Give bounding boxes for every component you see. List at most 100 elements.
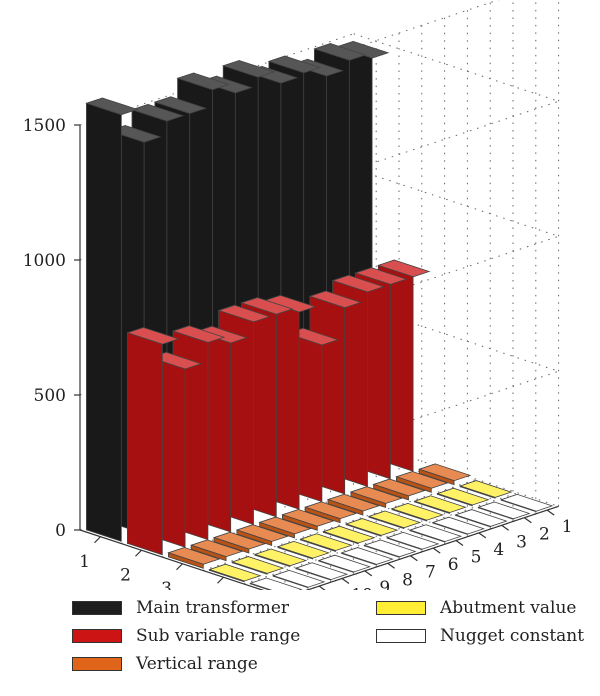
grid-line	[243, 492, 518, 585]
bar	[126, 326, 180, 556]
bar-face-front	[168, 552, 204, 569]
bar	[431, 516, 485, 536]
legend-label: Sub variable range	[136, 626, 301, 646]
bar-face-front	[209, 569, 245, 583]
bar-face-front	[213, 537, 250, 554]
bar	[349, 486, 403, 509]
y-tick-label: 500	[34, 386, 66, 406]
bar	[299, 533, 353, 552]
y-tick-label: 0	[55, 521, 66, 541]
bar	[235, 524, 289, 547]
depth-tick-mark	[546, 509, 555, 516]
depth-tick-mark	[341, 578, 350, 584]
bar	[477, 501, 531, 520]
legend-label: Nugget constant	[440, 626, 585, 646]
bar-face-front	[396, 476, 432, 493]
bar	[326, 493, 381, 516]
bar-face-front	[500, 499, 537, 513]
bar	[276, 540, 330, 560]
legend-swatch	[72, 657, 122, 671]
bar-face-front	[327, 499, 364, 516]
legend-item-vertical-range: Vertical range	[72, 654, 258, 674]
grid-line	[284, 370, 559, 463]
bar	[454, 509, 508, 528]
depth-tick-label: 10	[351, 586, 373, 591]
depth-tick-label: 8	[402, 570, 413, 590]
bar-face-front	[368, 515, 405, 530]
depth-tick-label: 4	[493, 540, 504, 560]
bar	[413, 495, 467, 514]
bar	[322, 525, 376, 545]
depth-tick-label: 1	[562, 517, 573, 537]
bar-face-front	[231, 561, 268, 575]
bar	[208, 563, 262, 583]
bar	[363, 539, 417, 558]
bar	[367, 510, 422, 530]
legend-label: Main transformer	[136, 598, 290, 618]
grid-line	[79, 33, 354, 126]
bar-face-front	[459, 485, 496, 499]
legend-item-abutment-value: Abutment value	[376, 598, 577, 618]
bar	[372, 478, 426, 501]
y-tick-label: 1500	[23, 116, 66, 136]
bar	[436, 487, 490, 507]
bar-face-front	[318, 559, 355, 574]
depth-tick-label: 5	[471, 548, 482, 568]
bar-face-front	[386, 537, 423, 551]
depth-tick-mark	[364, 570, 373, 577]
bar-face-front	[373, 483, 409, 501]
bar	[249, 577, 303, 590]
depth-tick-label: 2	[539, 525, 550, 545]
depth-tick-mark	[455, 540, 464, 546]
bar	[418, 463, 472, 486]
grid-line	[353, 168, 559, 237]
depth-tick-mark	[410, 555, 418, 562]
bar	[190, 539, 244, 562]
bar	[345, 518, 399, 537]
bar-face-top	[249, 577, 303, 590]
bar	[408, 524, 463, 543]
bar-face-front	[304, 506, 341, 524]
bar-face-front	[190, 544, 227, 562]
depth-tick-mark	[478, 532, 487, 539]
bar-face-front	[254, 553, 291, 568]
depth-tick-label: 7	[425, 563, 436, 583]
legend-item-main-transformer: Main transformer	[72, 598, 289, 618]
x-tick-mark	[176, 563, 183, 571]
depth-tick-mark	[387, 562, 395, 569]
bar-face-front	[478, 506, 514, 520]
legend-item-sub-variable-range: Sub variable range	[72, 626, 300, 646]
bar	[390, 502, 444, 522]
bar-face-front	[295, 567, 332, 581]
bar-face-front	[86, 102, 122, 542]
depth-tick-mark	[318, 585, 326, 590]
bar	[395, 470, 449, 493]
x-tick-mark	[94, 536, 101, 544]
bar	[231, 556, 285, 575]
bar	[386, 531, 440, 551]
x-tick-label: 1	[79, 552, 90, 572]
bar-face-front	[323, 531, 359, 545]
bar-face-front	[437, 493, 473, 507]
bar-face-front	[418, 468, 455, 486]
grid-line	[284, 235, 559, 328]
legend-swatch	[72, 629, 122, 643]
bar-face-front	[364, 544, 400, 558]
legend-label: Abutment value	[440, 598, 577, 618]
bar-face-front	[350, 491, 387, 509]
chart-legend: Main transformer Sub variable range Vert…	[0, 590, 600, 690]
bar	[340, 547, 394, 566]
bar	[294, 562, 349, 581]
bar-chart-3d: 05001000150012345121110987654321	[23, 0, 573, 591]
bar-face-front	[259, 521, 295, 539]
bar	[317, 554, 371, 574]
legend-swatch	[376, 601, 426, 615]
x-tick-mark	[217, 576, 224, 584]
legend-swatch	[72, 601, 122, 615]
bar	[85, 97, 139, 542]
bar-face-front	[409, 529, 446, 543]
bar-face-front	[455, 514, 491, 528]
x-tick-label: 2	[120, 565, 131, 585]
bar-face-front	[236, 529, 273, 547]
depth-tick-mark	[524, 517, 532, 524]
